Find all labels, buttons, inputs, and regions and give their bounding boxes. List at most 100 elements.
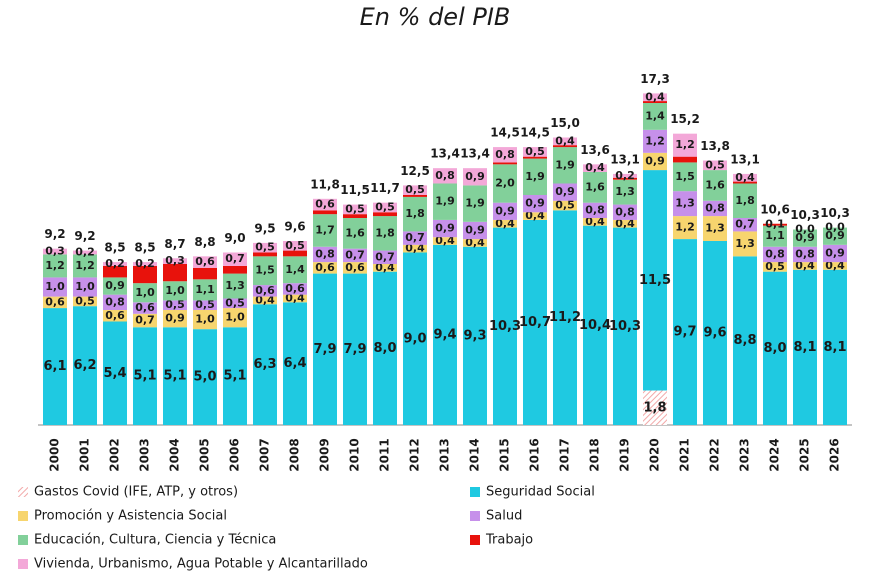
value-label: 0,4 bbox=[615, 217, 635, 230]
bar-segment bbox=[613, 177, 637, 180]
value-label: 1,6 bbox=[585, 180, 605, 193]
bar-segment bbox=[673, 216, 697, 240]
legend-label: Educación, Cultura, Ciencia y Técnica bbox=[34, 533, 276, 548]
bar-segment bbox=[283, 241, 307, 251]
x-tick-label: 2016 bbox=[528, 438, 542, 471]
x-tick-label: 2025 bbox=[798, 438, 812, 471]
bar-segment bbox=[583, 164, 607, 172]
bar-segment bbox=[163, 264, 187, 282]
bar-segment bbox=[613, 173, 637, 178]
x-tick-label: 2015 bbox=[498, 438, 512, 471]
value-label: 1,2 bbox=[75, 259, 95, 272]
bar-segment bbox=[403, 185, 427, 195]
value-label: 0,9 bbox=[795, 231, 815, 244]
value-label: 1,0 bbox=[45, 280, 65, 293]
bar-segment bbox=[223, 308, 247, 328]
value-label: 11,2 bbox=[549, 310, 581, 325]
value-label: 0,5 bbox=[225, 296, 245, 309]
bar-segment bbox=[43, 254, 67, 278]
bar-segment bbox=[763, 225, 787, 247]
value-label: 0,7 bbox=[135, 314, 155, 327]
value-label: 0,8 bbox=[615, 205, 635, 218]
value-label: 0,6 bbox=[135, 301, 155, 314]
bar-segment bbox=[283, 302, 307, 425]
x-tick-label: 2026 bbox=[828, 438, 842, 471]
x-tick-label: 2011 bbox=[378, 438, 392, 471]
legend-swatch bbox=[470, 535, 480, 545]
legend-swatch bbox=[18, 559, 28, 569]
value-label: 0,1 bbox=[765, 218, 785, 231]
bar-segment bbox=[733, 256, 757, 425]
bar-segment bbox=[523, 147, 547, 157]
bar-segment bbox=[43, 248, 67, 255]
value-label: 0,6 bbox=[105, 309, 125, 322]
value-label: 0,5 bbox=[555, 199, 575, 212]
value-label: 5,1 bbox=[163, 369, 186, 384]
value-label: 0,9 bbox=[435, 222, 455, 235]
value-label: 1,4 bbox=[285, 263, 305, 276]
value-label: 0,7 bbox=[375, 250, 395, 263]
value-label: 1,2 bbox=[675, 138, 695, 151]
bar-segment bbox=[553, 200, 577, 211]
value-label: 0,3 bbox=[165, 254, 185, 267]
value-label: 1,3 bbox=[675, 197, 695, 210]
bar-segment bbox=[403, 196, 427, 232]
x-tick-label: 2012 bbox=[408, 438, 422, 471]
bar-segment bbox=[253, 242, 277, 253]
bar-segment bbox=[193, 310, 217, 330]
bar-segment bbox=[553, 210, 577, 425]
value-label: 1,2 bbox=[645, 134, 665, 147]
value-label: 1,5 bbox=[675, 170, 695, 183]
bar-segment bbox=[703, 160, 727, 171]
value-label: 9,4 bbox=[433, 327, 456, 342]
bar-segment bbox=[553, 137, 577, 146]
bar-segment bbox=[193, 256, 217, 268]
total-label: 11,8 bbox=[310, 177, 340, 191]
value-label: 1,0 bbox=[195, 313, 215, 326]
bar-segment bbox=[193, 267, 217, 280]
total-label: 13,4 bbox=[430, 147, 460, 161]
value-label: 0,5 bbox=[255, 241, 275, 254]
x-tick-label: 2024 bbox=[768, 438, 782, 471]
value-label: 0,2 bbox=[105, 257, 125, 270]
bar-segment bbox=[373, 202, 397, 213]
value-label: 6,3 bbox=[253, 357, 276, 372]
bar-segment bbox=[493, 162, 517, 165]
value-label: 0,8 bbox=[585, 203, 605, 216]
value-label: 0,9 bbox=[525, 197, 545, 210]
total-label: 8,8 bbox=[194, 235, 215, 249]
x-tick-label: 2007 bbox=[258, 438, 272, 471]
value-label: 0,0 bbox=[825, 221, 845, 234]
bar-segment bbox=[703, 170, 727, 201]
value-label: 0,9 bbox=[165, 312, 185, 325]
value-label: 0,5 bbox=[195, 298, 215, 311]
value-label: 0,9 bbox=[465, 223, 485, 236]
value-label: 1,8 bbox=[643, 400, 666, 415]
value-label: 0,2 bbox=[135, 257, 155, 270]
bar-segment bbox=[253, 304, 277, 425]
total-label: 9,5 bbox=[254, 221, 275, 235]
x-tick-label: 2003 bbox=[138, 438, 152, 471]
value-label: 0,7 bbox=[225, 252, 245, 265]
value-label: 0,7 bbox=[345, 248, 365, 261]
bar-segment bbox=[163, 300, 187, 310]
bar-segment bbox=[223, 273, 247, 299]
value-label: 0,4 bbox=[585, 215, 605, 228]
bar-segment bbox=[373, 264, 397, 272]
bar-segment bbox=[583, 172, 607, 203]
x-tick-label: 2006 bbox=[228, 438, 242, 471]
value-label: 10,3 bbox=[609, 319, 641, 334]
value-label: 0,4 bbox=[585, 161, 605, 174]
value-label: 0,4 bbox=[795, 259, 815, 272]
value-label: 0,5 bbox=[375, 200, 395, 213]
total-label: 10,3 bbox=[820, 206, 850, 220]
bar-segment bbox=[163, 310, 187, 328]
bar-segment bbox=[223, 298, 247, 309]
legend-swatch bbox=[470, 511, 480, 521]
value-label: 0,9 bbox=[495, 204, 515, 217]
x-tick-label: 2001 bbox=[78, 438, 92, 471]
bar-segment bbox=[763, 223, 787, 226]
value-label: 0,5 bbox=[165, 298, 185, 311]
bar-segment bbox=[583, 218, 607, 226]
value-label: 0,5 bbox=[765, 260, 785, 273]
